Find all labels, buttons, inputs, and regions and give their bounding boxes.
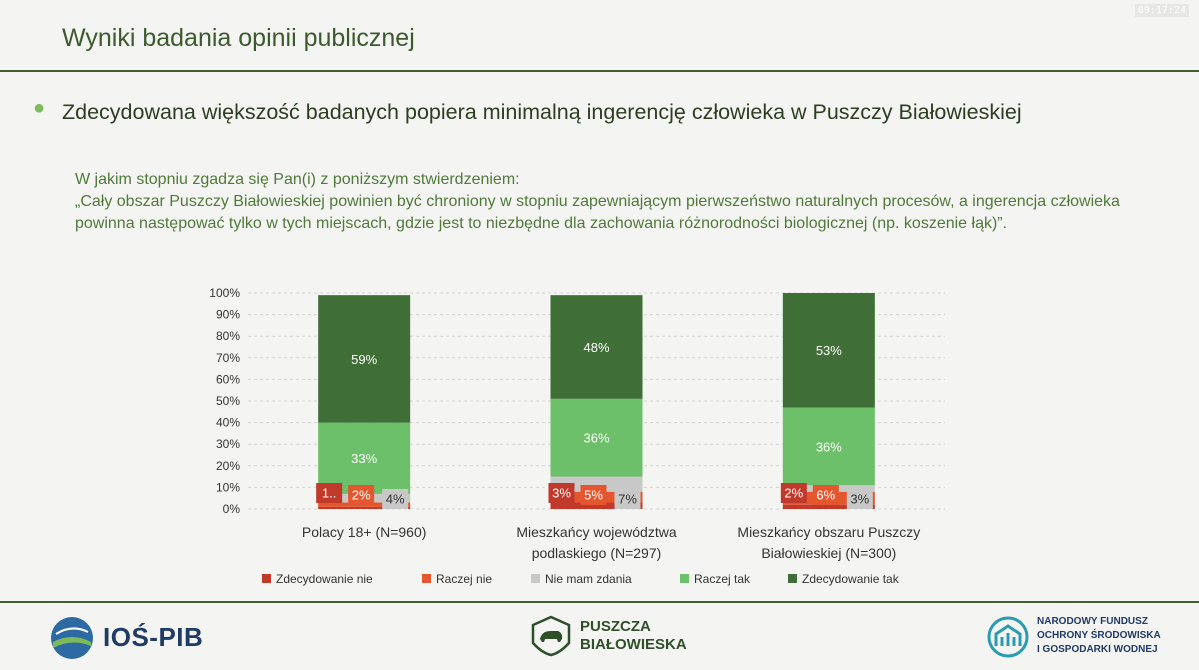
legend-swatch (531, 574, 540, 583)
bar-segment (550, 398, 643, 477)
logo-center-line1: PUSZCZA (580, 618, 651, 635)
survey-question: W jakim stopniu zgadza się Pan(i) z poni… (75, 169, 1165, 235)
data-label-box (846, 489, 873, 509)
y-tick-label: 40% (216, 416, 240, 430)
x-category-label: podlaskiego (N=297) (532, 545, 662, 561)
y-tick-label: 0% (223, 502, 241, 516)
data-label: 7% (618, 492, 637, 507)
y-tick-label: 50% (216, 394, 240, 408)
stacked-bar-chart: 0% 10% 20% 30% 40% 50% 60% 70% 80% 90% 100% 33% 59% 1… (209, 286, 945, 586)
slide-title: Wyniki badania opinii publicznej (62, 24, 415, 52)
data-label: 2% (784, 486, 803, 501)
data-label-box (580, 485, 607, 505)
ios-pib-logo: IOŚ-PIB (48, 614, 228, 662)
bottom-divider (0, 601, 1199, 603)
y-tick-label: 30% (216, 437, 240, 451)
globe-icon (51, 617, 93, 659)
data-label: 36% (816, 439, 842, 454)
x-category-label: Polacy 18+ (N=960) (302, 524, 427, 540)
logo-center-line2: BIAŁOWIESKA (580, 636, 687, 653)
bar-segment (550, 502, 643, 509)
legend-swatch (788, 574, 797, 583)
y-tick-label: 60% (216, 372, 240, 386)
data-label: 53% (816, 343, 842, 358)
logo-right-line2: OCHRONY ŚRODOWISKA (1037, 630, 1161, 641)
nfosigw-logo: NARODOWY FUNDUSZ OCHRONY ŚRODOWISKA I GO… (987, 614, 1187, 664)
bar-segment (550, 295, 643, 399)
data-label: 33% (351, 451, 377, 466)
data-label: 3% (552, 486, 571, 501)
bar-segment (782, 293, 875, 408)
data-label-box (812, 485, 839, 505)
y-tick-label: 70% (216, 351, 240, 365)
y-tick-label: 100% (209, 286, 240, 300)
top-divider (0, 70, 1199, 72)
logo-right-line3: I GOSPODARKI WODNEJ (1037, 644, 1158, 655)
data-label-box (348, 485, 375, 505)
bullet-icon: ● (33, 97, 46, 119)
data-label-box (614, 489, 641, 509)
bar-segment (782, 407, 875, 486)
data-label-box (780, 483, 807, 503)
data-label: 2% (352, 488, 371, 503)
nfosigw-emblem-icon (987, 616, 1029, 658)
y-tick-label: 90% (216, 308, 240, 322)
logo-left-text: IOŚ-PIB (103, 622, 204, 652)
bar-segment (782, 504, 875, 509)
legend-entry: Raczej nie (436, 572, 492, 586)
x-category-label: Mieszkańcy obszaru Puszczy (737, 524, 920, 540)
y-tick-label: 80% (216, 329, 240, 343)
data-label: 5% (584, 488, 603, 503)
question-intro: W jakim stopniu zgadza się Pan(i) z poni… (75, 171, 520, 188)
legend-entry: Nie mam zdania (545, 572, 632, 586)
clock-readout: 09:17:24 (1134, 4, 1189, 17)
question-statement: „Cały obszar Puszczy Białowieskiej powin… (75, 193, 1120, 232)
legend-swatch (262, 574, 271, 583)
bison-icon (531, 615, 571, 657)
legend-entry: Zdecydowanie tak (802, 572, 900, 586)
data-label: 4% (386, 492, 405, 507)
data-label: 1.. (322, 486, 336, 501)
data-label-box (316, 483, 343, 503)
data-label-box (548, 483, 575, 503)
data-label: 3% (850, 492, 869, 507)
data-label: 6% (816, 488, 835, 503)
bar-segment (318, 506, 411, 509)
data-label: 59% (351, 352, 377, 367)
legend-entry: Raczej tak (694, 572, 751, 586)
puszcza-bialowieska-logo: PUSZCZA BIAŁOWIESKA (530, 613, 687, 663)
x-category-label: Mieszkańcy województwa (516, 524, 676, 540)
headline: Zdecydowana większość badanych popiera m… (62, 100, 1022, 124)
y-tick-label: 10% (216, 480, 240, 494)
legend-swatch (422, 574, 431, 583)
data-label-box (382, 489, 409, 509)
x-category-label: Białowieskiej (N=300) (761, 545, 896, 561)
legend-entry: Zdecydowanie nie (276, 572, 373, 586)
y-tick-label: 20% (216, 459, 240, 473)
data-label: 48% (583, 340, 609, 355)
bar-segment (318, 295, 411, 423)
data-label: 36% (583, 431, 609, 446)
logo-right-line1: NARODOWY FUNDUSZ (1037, 616, 1148, 627)
legend-swatch (680, 574, 689, 583)
bar-segment (318, 422, 411, 494)
